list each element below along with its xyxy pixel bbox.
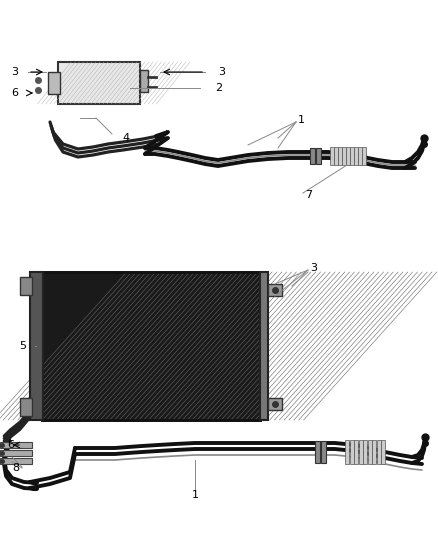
Bar: [42, 272, 260, 420]
Bar: [354, 147, 357, 165]
Text: 3: 3: [310, 263, 317, 273]
Bar: [268, 284, 282, 296]
Bar: [42, 272, 260, 420]
Bar: [20, 277, 32, 295]
Bar: [354, 440, 358, 464]
Text: 5: 5: [19, 341, 26, 351]
Text: 6: 6: [7, 440, 14, 450]
Bar: [381, 440, 385, 464]
Text: 4: 4: [122, 133, 129, 143]
Text: 1: 1: [191, 490, 198, 500]
Bar: [372, 440, 376, 464]
Circle shape: [36, 88, 40, 92]
Bar: [268, 398, 282, 410]
Bar: [342, 147, 346, 165]
Text: 1: 1: [298, 115, 305, 125]
Text: 3: 3: [11, 67, 18, 77]
Bar: [363, 440, 367, 464]
Bar: [0, 442, 32, 448]
Bar: [377, 440, 381, 464]
Bar: [350, 440, 353, 464]
Text: 7: 7: [305, 190, 312, 200]
Bar: [315, 441, 320, 463]
Bar: [338, 147, 342, 165]
Bar: [362, 147, 365, 165]
Bar: [140, 70, 148, 92]
Circle shape: [36, 78, 40, 82]
Bar: [260, 272, 268, 420]
Bar: [48, 72, 60, 94]
Text: 6: 6: [11, 88, 18, 98]
Bar: [30, 272, 43, 420]
Bar: [346, 147, 350, 165]
Bar: [358, 147, 361, 165]
Bar: [330, 147, 333, 165]
Bar: [20, 398, 32, 416]
Text: 8: 8: [12, 463, 19, 473]
Bar: [58, 62, 140, 104]
Bar: [0, 458, 32, 464]
Text: 3: 3: [218, 67, 225, 77]
Bar: [334, 147, 338, 165]
Bar: [316, 148, 321, 164]
Bar: [350, 147, 353, 165]
Bar: [310, 148, 315, 164]
Bar: [345, 440, 349, 464]
Bar: [358, 440, 363, 464]
Text: 2: 2: [215, 83, 222, 93]
Bar: [0, 450, 32, 456]
Bar: [367, 440, 371, 464]
Bar: [321, 441, 326, 463]
